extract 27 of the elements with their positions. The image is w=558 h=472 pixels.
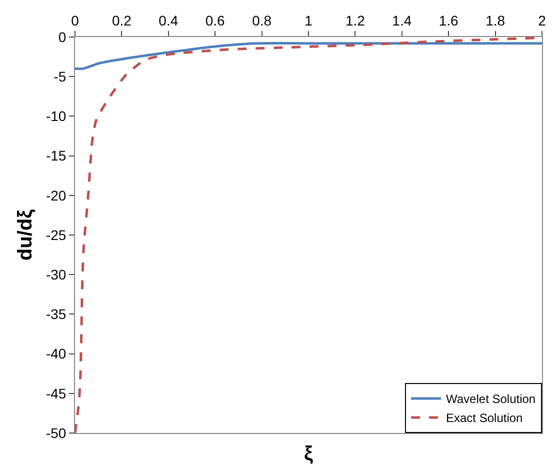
x-tick-label: 1.4 xyxy=(392,12,412,28)
y-tick-label: -35 xyxy=(46,306,66,322)
y-tick-label: 0 xyxy=(58,28,66,45)
y-tick-label: -50 xyxy=(46,424,66,441)
x-tick-label: 0.6 xyxy=(205,12,226,28)
y-tick-label: -15 xyxy=(46,148,66,164)
x-tick-label: 0.4 xyxy=(158,12,178,28)
x-tick-label: 0.2 xyxy=(112,12,132,28)
x-tick-label: 0 xyxy=(71,12,80,28)
x-tick-label: 0.8 xyxy=(252,12,272,28)
legend-label: Wavelet Solution xyxy=(446,392,536,406)
legend-label: Exact Solution xyxy=(446,411,523,426)
y-tick-label: -5 xyxy=(54,68,66,84)
x-tick-label: 2 xyxy=(538,12,546,28)
y-axis-title: du/dξ xyxy=(14,209,36,261)
y-tick-label: -25 xyxy=(46,226,66,243)
x-tick-label: 1 xyxy=(304,12,313,28)
x-tick-label: 1.6 xyxy=(438,12,459,28)
x-axis-title: ξ xyxy=(304,443,313,465)
x-tick-label: 1.8 xyxy=(486,12,506,28)
line-series xyxy=(75,42,542,70)
y-tick-label: -30 xyxy=(46,266,66,282)
y-tick-label: -10 xyxy=(46,108,66,124)
x-tick-label: 1.2 xyxy=(345,12,366,28)
y-tick-label: -40 xyxy=(46,346,66,362)
y-tick-label: -45 xyxy=(46,385,66,402)
y-tick-label: -20 xyxy=(46,187,66,204)
